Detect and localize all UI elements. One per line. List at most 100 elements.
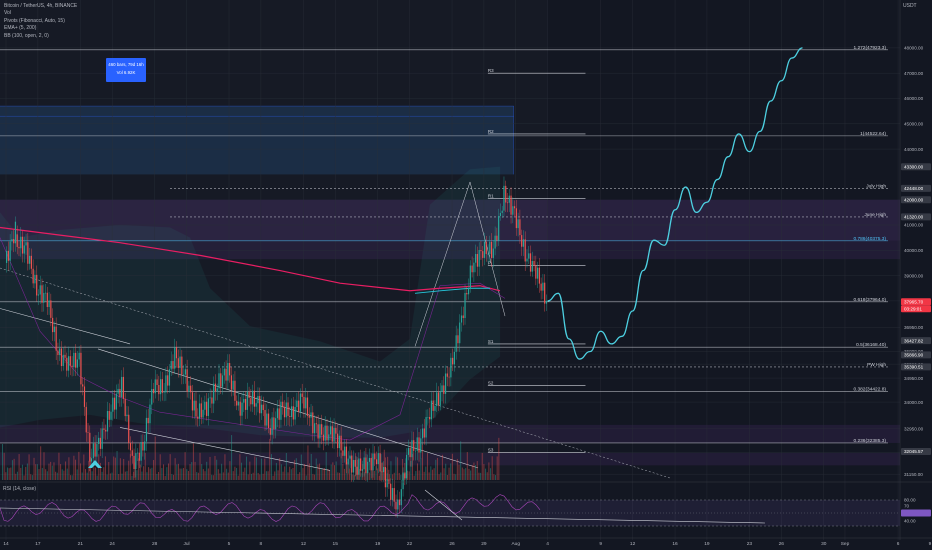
candle-body xyxy=(421,428,424,439)
volume-bar xyxy=(395,456,397,480)
volume-bar xyxy=(405,458,407,480)
candle-body xyxy=(89,432,91,462)
arrow-up-icon xyxy=(88,460,102,468)
volume-bar xyxy=(458,464,460,480)
candle-body xyxy=(398,499,401,506)
volume-bar xyxy=(231,435,233,480)
volume-bar xyxy=(488,462,490,480)
volume-bar xyxy=(430,466,432,480)
candle-body xyxy=(62,354,64,367)
rsi-value-tag xyxy=(901,509,931,517)
candle-body xyxy=(328,434,330,441)
candle-body xyxy=(105,429,107,432)
candle-body xyxy=(124,398,126,417)
volume-bar xyxy=(275,462,277,480)
candle-body xyxy=(301,393,303,397)
candle-body xyxy=(372,453,374,471)
volume-bar xyxy=(334,465,335,480)
candle-body xyxy=(406,454,408,479)
volume-bar xyxy=(114,457,116,480)
candle-body xyxy=(391,488,394,500)
candle-body xyxy=(501,210,503,213)
candle-body xyxy=(276,408,279,419)
candle-body xyxy=(531,260,533,272)
levels-layer: 1.272(47923.3) 1(44522.64) July High June H… xyxy=(0,45,888,444)
y-tick-label-0: 48000.00 xyxy=(904,46,924,51)
volume-bar xyxy=(264,458,266,480)
candle-body xyxy=(432,400,434,411)
volume-bar xyxy=(249,461,251,480)
volume-bar xyxy=(31,475,33,480)
volume-bar xyxy=(265,471,267,480)
candle-body xyxy=(18,246,20,249)
candle-body xyxy=(186,369,188,392)
candle-body xyxy=(161,379,163,393)
candle-body xyxy=(370,457,372,471)
volume-bar xyxy=(244,467,246,480)
volume-bar xyxy=(481,452,483,480)
candle-body xyxy=(246,391,248,410)
candle-body xyxy=(250,397,252,405)
symbol-title: Bitcoin / TetherUS, 4h, BINANCE xyxy=(4,3,78,9)
volume-bar xyxy=(20,467,22,480)
volume-bar xyxy=(478,472,480,480)
pivot-label-R2: R2 xyxy=(488,129,494,134)
candle-body xyxy=(494,235,496,249)
volume-bar xyxy=(216,459,218,480)
candle-body xyxy=(505,185,507,203)
candle-body xyxy=(216,388,218,392)
candle-body xyxy=(112,397,114,412)
candle-body xyxy=(158,385,160,395)
volume-bar xyxy=(431,469,433,480)
volume-bar xyxy=(438,474,440,480)
candle-body xyxy=(315,423,317,425)
volume-bar xyxy=(436,457,438,480)
volume-bar xyxy=(13,458,15,480)
volume-bar xyxy=(435,459,437,480)
volume-bar xyxy=(239,454,241,480)
candle-body xyxy=(43,292,45,303)
candle-body xyxy=(480,250,482,252)
volume-bar xyxy=(232,471,234,480)
y-tick-label-1: 47000.00 xyxy=(904,71,924,76)
volume-bar xyxy=(93,467,95,480)
candle-body xyxy=(524,239,526,262)
candle-body xyxy=(340,435,342,451)
volume-bar xyxy=(247,474,249,480)
volume-bar xyxy=(470,470,472,480)
candle-body xyxy=(453,351,456,365)
volume-bar xyxy=(285,453,287,480)
candle-body xyxy=(44,292,47,294)
volume-bar xyxy=(463,469,465,480)
candle-body xyxy=(69,356,71,366)
volume-bar xyxy=(48,463,50,480)
volume-bar xyxy=(108,462,110,480)
volume-bar xyxy=(388,474,390,480)
volume-bar xyxy=(280,464,282,480)
candle-body xyxy=(492,248,494,258)
candle-body xyxy=(397,499,399,510)
legend-pivots: Pivots (Fibonacci, Auto, 15) xyxy=(4,17,65,24)
volume-bar xyxy=(466,452,468,480)
candle-body xyxy=(462,315,464,319)
candle-body xyxy=(234,380,236,401)
volume-bar xyxy=(338,472,340,480)
candle-body xyxy=(75,352,77,368)
volume-bar xyxy=(50,461,52,480)
level-label-8: 0.382(34422.8) xyxy=(853,386,886,392)
price-tag-label-4: 37965.70 xyxy=(904,299,924,304)
candle-body xyxy=(358,458,360,475)
volume-bar xyxy=(192,443,194,480)
volume-bar xyxy=(30,474,32,480)
candle-body xyxy=(32,268,34,284)
volume-bar xyxy=(26,463,28,480)
candle-body xyxy=(510,195,512,215)
volume-bar xyxy=(111,472,113,480)
candle-body xyxy=(430,400,432,420)
volume-bar xyxy=(242,471,244,480)
volume-bar xyxy=(426,453,428,480)
candle-body xyxy=(16,234,18,247)
volume-bar xyxy=(337,472,339,480)
volume-bar xyxy=(204,471,206,480)
